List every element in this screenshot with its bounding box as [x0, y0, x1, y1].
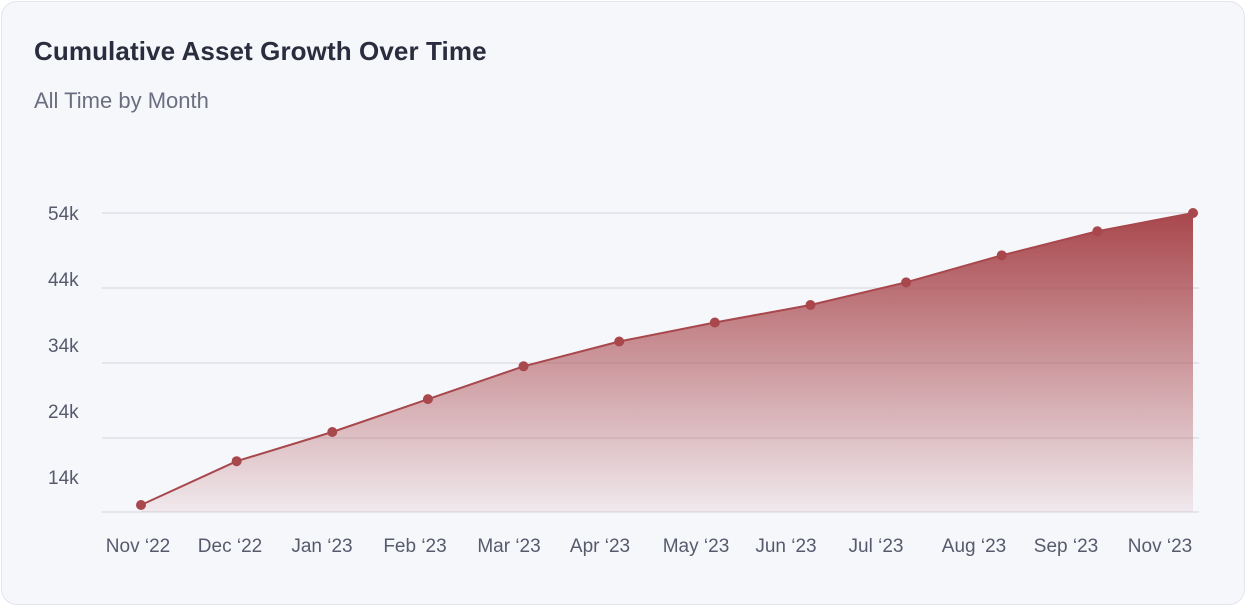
x-tick-label: Dec ‘22: [198, 536, 262, 557]
x-tick-label: Mar ‘23: [477, 536, 540, 557]
x-tick-label: Feb ‘23: [383, 536, 446, 557]
data-point: [1092, 226, 1103, 237]
x-tick-label: May ‘23: [663, 536, 730, 557]
series-line-path: [140, 212, 1194, 506]
data-point: [709, 317, 720, 328]
y-tick-label: 44k: [48, 270, 79, 291]
area-fill: [141, 213, 1193, 512]
x-tick-label: Apr ‘23: [570, 536, 630, 557]
x-tick-label: Jun ‘23: [755, 536, 816, 557]
y-tick-label: 54k: [48, 204, 79, 225]
data-point: [901, 277, 912, 288]
x-tick-label: Nov ‘23: [1128, 536, 1192, 557]
series-markers: [136, 208, 1198, 510]
data-point: [996, 250, 1007, 261]
data-point: [805, 299, 816, 310]
x-tick-label: Sep ‘23: [1034, 536, 1098, 557]
series-area: [141, 213, 1193, 512]
data-point: [136, 500, 146, 510]
chart-subtitle: All Time by Month: [34, 88, 209, 113]
x-axis: Nov ‘22 Dec ‘22 Jan ‘23 Feb ‘23 Mar ‘23 Apr ‘…: [106, 536, 1192, 557]
x-tick-label: Nov ‘22: [106, 536, 170, 557]
data-point: [518, 361, 529, 372]
data-point: [614, 336, 625, 347]
data-point: [422, 394, 433, 405]
data-point: [231, 456, 242, 467]
y-tick-label: 24k: [48, 402, 79, 423]
x-tick-label: Jan ‘23: [291, 536, 352, 557]
x-tick-label: Jul ‘23: [849, 536, 904, 557]
x-tick-label: Aug ‘23: [942, 536, 1006, 557]
y-axis: 54k 44k 34k 24k 14k: [48, 204, 79, 489]
chart-title: Cumulative Asset Growth Over Time: [34, 36, 487, 66]
data-point: [1188, 208, 1198, 218]
series-line: [140, 212, 1194, 506]
data-point: [327, 427, 338, 437]
y-tick-label: 14k: [48, 468, 79, 489]
y-tick-label: 34k: [48, 336, 79, 357]
